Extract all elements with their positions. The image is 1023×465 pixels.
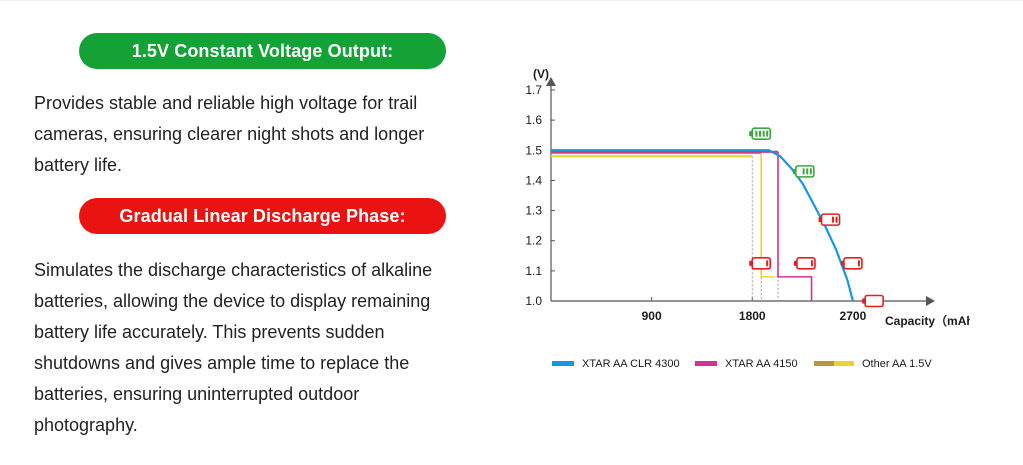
description-line: Provides stable and reliable high voltag… <box>34 93 418 113</box>
battery-icon <box>862 294 884 308</box>
battery-terminal <box>793 260 797 266</box>
top-divider <box>0 0 1023 1</box>
battery-body <box>864 294 884 308</box>
battery-icon <box>840 257 863 270</box>
description-line: photography. <box>34 415 138 435</box>
x-tick-label: 900 <box>642 309 662 323</box>
battery-icon <box>818 213 841 226</box>
y-tick-label: 1.5 <box>525 143 542 157</box>
y-tick-label: 1.3 <box>525 204 542 218</box>
series-drop-other-aa <box>760 153 775 278</box>
x-tick-label: 2700 <box>840 309 867 323</box>
linear-discharge-heading: Gradual Linear Discharge Phase: <box>79 198 446 234</box>
battery-terminal <box>818 217 822 223</box>
battery-level-bar <box>762 130 765 137</box>
description-line: batteries, ensuring uninterrupted outdoo… <box>34 384 360 404</box>
battery-level-bar <box>806 168 809 175</box>
battery-level-bar <box>802 168 805 175</box>
battery-icon <box>749 127 772 141</box>
battery-terminal <box>749 131 753 137</box>
y-tick-label: 1.0 <box>525 294 542 308</box>
y-axis-arrow <box>546 77 556 86</box>
battery-icon <box>749 257 772 270</box>
battery-level-bar <box>755 130 758 137</box>
y-axis-label: (V) <box>533 67 549 81</box>
battery-terminal <box>862 298 866 304</box>
battery-level-bar <box>857 260 860 267</box>
description-line: battery life accurately. This prevents s… <box>34 322 385 342</box>
battery-icon <box>792 165 815 178</box>
battery-level-bar <box>766 130 769 137</box>
description-line: cameras, ensuring clearer night shots an… <box>34 124 425 144</box>
description-line: batteries, allowing the device to displa… <box>34 291 431 311</box>
y-tick-label: 1.7 <box>525 83 542 97</box>
y-tick-label: 1.2 <box>525 234 542 248</box>
y-tick-label: 1.6 <box>525 113 542 127</box>
description-line: shutdowns and gives ample time to replac… <box>34 353 410 373</box>
x-axis-arrow <box>926 296 935 306</box>
battery-icon <box>793 257 816 270</box>
battery-body <box>751 257 772 270</box>
series-drop-xtar-4150 <box>777 151 813 301</box>
constant-voltage-heading: 1.5V Constant Voltage Output: <box>79 33 446 69</box>
y-tick-label: 1.1 <box>525 264 542 278</box>
legend-label: XTAR AA 4150 <box>725 358 798 370</box>
constant-voltage-description: Provides stable and reliable high voltag… <box>34 88 474 181</box>
x-tick-label: 1800 <box>739 309 766 323</box>
battery-level-bar <box>759 130 762 137</box>
battery-level-bar <box>810 260 813 267</box>
battery-terminal <box>792 168 796 174</box>
legend-label: XTAR AA CLR 4300 <box>582 358 680 370</box>
legend-swatch <box>834 361 854 366</box>
description-line: battery life. <box>34 155 123 175</box>
legend-label: Other AA 1.5V <box>862 358 932 370</box>
legend-swatch <box>814 361 834 366</box>
battery-terminal <box>749 260 753 266</box>
y-tick-label: 1.4 <box>525 173 542 187</box>
battery-level-bar <box>831 216 834 223</box>
battery-terminal <box>840 260 844 266</box>
legend-swatch <box>695 361 717 366</box>
discharge-chart: 1.0 1.1 1.2 1.3 1.4 1.5 1.6 1.7 900 1800 2700 (V) Ca… <box>525 67 970 370</box>
linear-discharge-description: Simulates the discharge characteristics … <box>34 255 484 441</box>
legend-swatch <box>552 361 574 366</box>
description-line: Simulates the discharge characteristics … <box>34 260 433 280</box>
battery-level-bar <box>835 216 838 223</box>
battery-level-bar <box>766 260 769 267</box>
x-axis-label: Capacity（mAh) <box>885 313 970 328</box>
battery-level-bar <box>809 168 812 175</box>
